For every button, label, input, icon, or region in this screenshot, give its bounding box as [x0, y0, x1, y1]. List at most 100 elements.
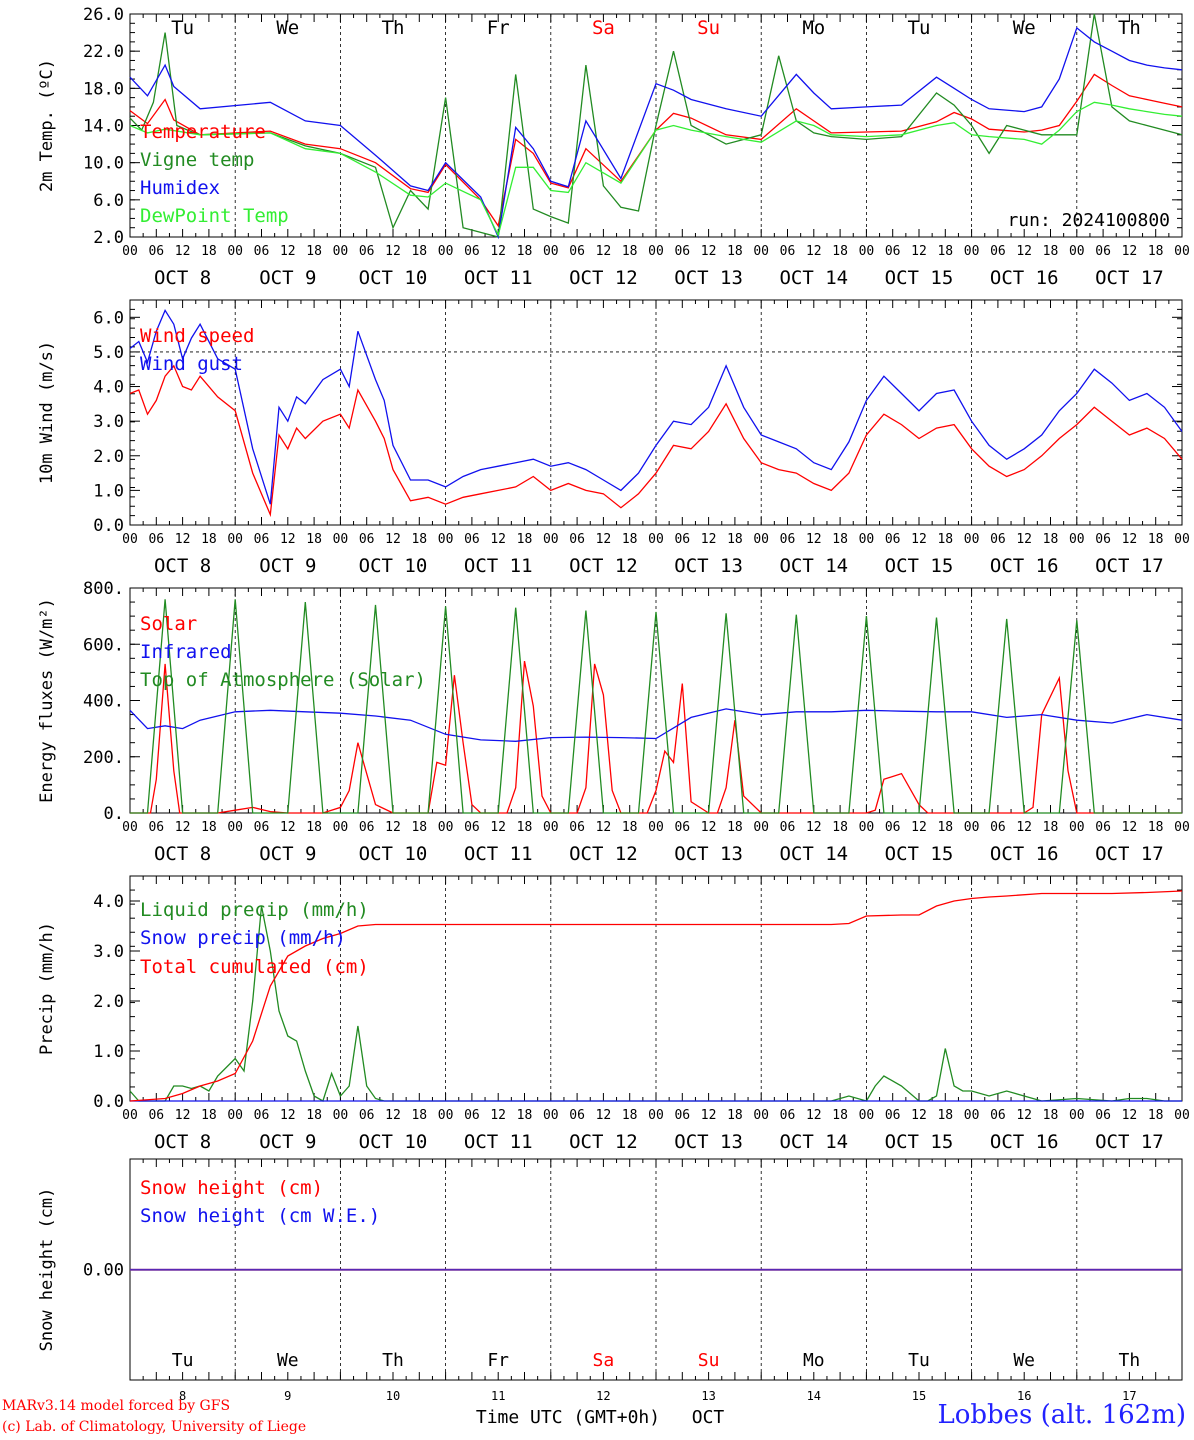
hour-tick-label: 00	[964, 820, 980, 835]
legend-entry: Snow precip (mm/h)	[140, 927, 346, 949]
hour-tick-label: 06	[674, 1108, 690, 1123]
legend-entry: Top of Atmosphere (Solar)	[140, 669, 426, 691]
hour-tick-label: 06	[254, 532, 270, 547]
hour-tick-label: 18	[727, 244, 743, 259]
hour-tick-label: 06	[148, 1108, 164, 1123]
hour-tick-label: 00	[1174, 532, 1190, 547]
hour-tick-label: 00	[753, 532, 769, 547]
legend-entry: Liquid precip (mm/h)	[140, 899, 369, 921]
hour-tick-label: 00	[333, 532, 349, 547]
hour-tick-label: 18	[937, 820, 953, 835]
hour-tick-label: 00	[122, 244, 138, 259]
run-annotation: run: 2024100800	[1007, 210, 1170, 231]
date-label: OCT 16	[990, 267, 1059, 289]
hour-tick-label: 06	[148, 820, 164, 835]
hour-tick-label: 06	[780, 1108, 796, 1123]
y-axis-label: 10m Wind (m/s)	[37, 341, 57, 484]
y-axis-label: Precip (mm/h)	[37, 922, 57, 1055]
y-tick-label: 22.0	[83, 42, 124, 62]
hour-tick-label: 06	[885, 820, 901, 835]
hour-tick-label: 06	[1095, 1108, 1111, 1123]
hour-tick-label: 06	[1095, 244, 1111, 259]
hour-tick-label: 06	[569, 532, 585, 547]
legend-entry: Vigne temp	[140, 149, 254, 171]
hour-tick-label: 18	[201, 1108, 217, 1123]
panel-frame	[129, 587, 1183, 814]
hour-tick-label: 00	[438, 820, 454, 835]
hour-tick-label: 12	[1016, 1108, 1032, 1123]
hour-tick-label: 18	[622, 1108, 638, 1123]
y-tick-label: 400.	[83, 692, 124, 712]
day-number-label: 17	[1122, 1389, 1136, 1403]
y-tick-label: 600.	[83, 635, 124, 655]
date-label: OCT 11	[464, 1131, 533, 1153]
hour-tick-label: 06	[885, 1108, 901, 1123]
hour-tick-label: 12	[911, 532, 927, 547]
y-axis-label: 2m Temp. (ºC)	[37, 59, 57, 192]
hour-tick-label: 00	[859, 1108, 875, 1123]
weekday-label: Th	[382, 17, 405, 39]
legend-entry: Total cumulated (cm)	[140, 956, 369, 978]
date-label: OCT 16	[990, 1131, 1059, 1153]
date-label: OCT 12	[569, 1131, 638, 1153]
hour-tick-label: 18	[832, 820, 848, 835]
hour-tick-label: 12	[1122, 532, 1138, 547]
hour-tick-label: 18	[832, 532, 848, 547]
hour-tick-label: 06	[569, 244, 585, 259]
date-label: OCT 15	[885, 267, 954, 289]
series-line	[129, 890, 1183, 1102]
hour-tick-label: 00	[122, 820, 138, 835]
weekday-label: We	[276, 17, 299, 39]
y-tick-label: 5.0	[93, 343, 124, 363]
date-label: OCT 14	[779, 555, 848, 577]
hour-tick-label: 12	[175, 820, 191, 835]
panel-4	[129, 875, 1183, 1102]
hour-tick-label: 06	[254, 1108, 270, 1123]
legend-entry: Wind speed	[140, 325, 254, 347]
x-axis-label: Time UTC (GMT+0h)	[476, 1407, 660, 1428]
hour-tick-label: 00	[648, 820, 664, 835]
date-label: OCT 13	[674, 555, 743, 577]
hour-tick-label: 12	[701, 532, 717, 547]
hour-tick-label: 06	[1095, 820, 1111, 835]
panel-3	[129, 587, 1183, 814]
date-label: OCT 12	[569, 555, 638, 577]
day-number-label: 12	[596, 1389, 610, 1403]
date-label: OCT 12	[569, 267, 638, 289]
hour-tick-label: 12	[911, 1108, 927, 1123]
hour-tick-label: 06	[359, 244, 375, 259]
hour-tick-label: 00	[648, 244, 664, 259]
hour-tick-label: 12	[806, 820, 822, 835]
hour-tick-label: 06	[148, 244, 164, 259]
hour-tick-label: 12	[806, 1108, 822, 1123]
date-label: OCT 9	[259, 555, 316, 577]
hour-tick-label: 12	[701, 820, 717, 835]
day-number-label: 15	[912, 1389, 926, 1403]
station-label: Lobbes (alt. 162m)	[937, 1400, 1186, 1430]
hour-tick-label: 00	[438, 244, 454, 259]
hour-tick-label: 12	[1122, 1108, 1138, 1123]
date-label: OCT 15	[885, 1131, 954, 1153]
hour-tick-label: 18	[306, 820, 322, 835]
month-label: OCT	[692, 1407, 725, 1428]
hour-tick-label: 06	[990, 1108, 1006, 1123]
date-label: OCT 8	[154, 555, 211, 577]
y-tick-label: 200.	[83, 748, 124, 768]
hour-tick-label: 18	[727, 820, 743, 835]
panel-frame	[129, 299, 1183, 526]
hour-tick-label: 12	[1016, 532, 1032, 547]
y-tick-label: 10.0	[83, 154, 124, 174]
hour-tick-label: 06	[1095, 532, 1111, 547]
hour-tick-label: 00	[859, 820, 875, 835]
hour-tick-label: 12	[701, 1108, 717, 1123]
hour-tick-label: 00	[1174, 820, 1190, 835]
hour-tick-label: 00	[227, 1108, 243, 1123]
hour-tick-label: 18	[1043, 820, 1059, 835]
date-label: OCT 10	[359, 843, 428, 865]
hour-tick-label: 00	[122, 1108, 138, 1123]
weekday-label: Mo	[803, 1350, 825, 1371]
hour-tick-label: 00	[1069, 1108, 1085, 1123]
hour-tick-label: 06	[885, 244, 901, 259]
day-number-label: 9	[284, 1389, 291, 1403]
hour-tick-label: 18	[411, 1108, 427, 1123]
